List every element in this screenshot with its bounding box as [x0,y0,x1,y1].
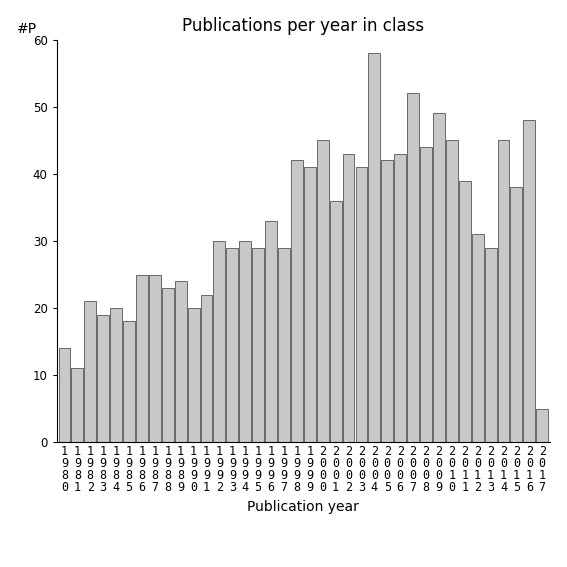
Bar [536,409,548,442]
Bar [394,154,406,442]
Bar [252,248,264,442]
Bar [149,274,161,442]
X-axis label: Publication year: Publication year [247,500,359,514]
Bar [162,288,174,442]
Bar [278,248,290,442]
Bar [369,53,380,442]
Bar [175,281,187,442]
Title: Publications per year in class: Publications per year in class [182,18,425,35]
Bar [239,241,251,442]
Bar [459,180,471,442]
Bar [98,315,109,442]
Bar [304,167,316,442]
Bar [356,167,367,442]
Bar [110,308,122,442]
Bar [201,295,213,442]
Bar [498,141,509,442]
Bar [84,302,96,442]
Bar [71,369,83,442]
Bar [420,147,432,442]
Bar [407,94,419,442]
Bar [226,248,238,442]
Bar [291,160,303,442]
Bar [213,241,225,442]
Bar [433,113,445,442]
Text: #P: #P [17,22,37,36]
Bar [485,248,497,442]
Bar [265,221,277,442]
Bar [317,141,329,442]
Bar [523,120,535,442]
Bar [329,201,341,442]
Bar [472,234,484,442]
Bar [123,321,135,442]
Bar [510,187,522,442]
Bar [58,348,70,442]
Bar [382,160,393,442]
Bar [188,308,200,442]
Bar [342,154,354,442]
Bar [136,274,148,442]
Bar [446,141,458,442]
